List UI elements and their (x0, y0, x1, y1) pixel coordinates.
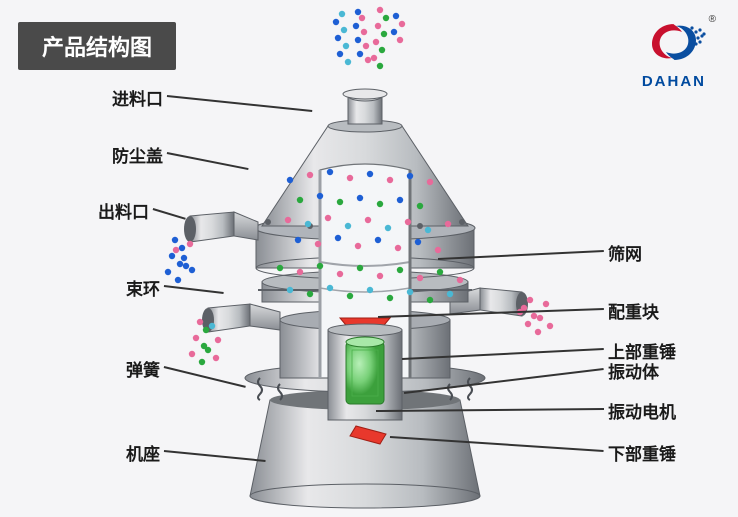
logo-swirl-icon (642, 18, 706, 66)
label-clamp-ring: 束环 (126, 275, 160, 300)
diagram-title: 产品结构图 (18, 22, 176, 70)
label-feed-inlet: 进料口 (112, 85, 163, 110)
brand-logo: ® DAHAN (642, 18, 706, 90)
label-spring: 弹簧 (126, 356, 160, 381)
label-vibrator-body: 振动体 (608, 358, 659, 383)
label-vibration-motor: 振动电机 (608, 398, 676, 423)
trademark-icon: ® (709, 14, 716, 25)
brand-name: DAHAN (642, 73, 706, 90)
label-lower-hammer: 下部重锤 (608, 440, 676, 465)
label-dust-cover: 防尘盖 (112, 142, 163, 167)
diagram-title-text: 产品结构图 (42, 35, 152, 60)
label-screen-mesh: 筛网 (608, 240, 642, 265)
outlet-lower-left (202, 304, 280, 332)
feed-inlet-part (343, 89, 387, 124)
label-base: 机座 (126, 440, 160, 465)
outlet-upper-left (184, 212, 258, 242)
label-counterweight: 配重块 (608, 298, 659, 323)
label-outlet: 出料口 (98, 198, 149, 223)
